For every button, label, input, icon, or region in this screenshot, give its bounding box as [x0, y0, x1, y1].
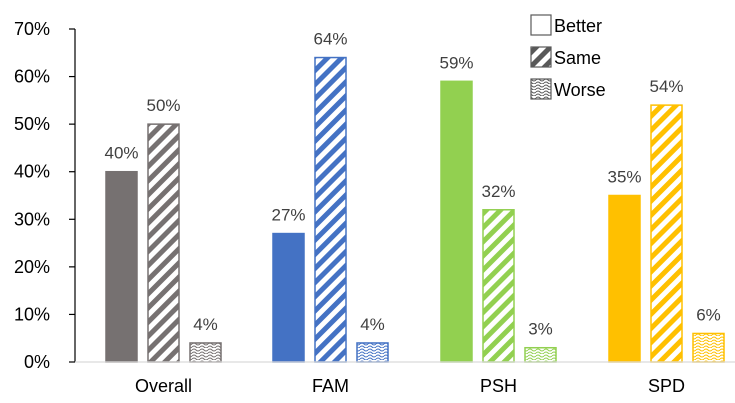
y-tick-label: 70%	[14, 19, 50, 39]
legend-swatch-better	[530, 14, 552, 36]
y-tick-label: 40%	[14, 162, 50, 182]
data-label: 3%	[528, 320, 553, 339]
x-category-label: Overall	[135, 376, 192, 396]
legend-swatch-same	[530, 46, 552, 68]
y-tick-label: 30%	[14, 209, 50, 229]
bar-psh-better	[440, 80, 473, 363]
data-label: 50%	[146, 96, 180, 115]
legend-label-better: Better	[554, 16, 602, 36]
y-tick-label: 10%	[14, 304, 50, 324]
data-label: 59%	[439, 53, 473, 72]
data-label: 27%	[271, 206, 305, 225]
x-category-label: PSH	[480, 376, 517, 396]
bar-fam-better	[272, 232, 305, 363]
bar-psh-worse	[524, 346, 557, 363]
data-label: 54%	[649, 77, 683, 96]
bar-spd-worse	[692, 332, 725, 363]
bars	[105, 56, 725, 363]
data-label: 35%	[607, 168, 641, 187]
data-label: 32%	[481, 182, 515, 201]
data-label: 40%	[104, 144, 138, 163]
data-labels: 40% 50% 4% 27% 64% 4% 59% 32% 3% 35% 54% 6%	[104, 30, 720, 339]
bar-fam-worse	[356, 342, 389, 363]
bar-spd-same	[650, 104, 683, 363]
bar-spd-better	[608, 194, 641, 363]
legend: Better Same Worse	[530, 14, 606, 100]
y-tick-label: 20%	[14, 257, 50, 277]
bar-overall-better	[105, 170, 138, 363]
data-label: 6%	[696, 305, 721, 324]
bar-psh-same	[482, 209, 515, 363]
legend-label-same: Same	[554, 48, 601, 68]
y-axis: 0% 10% 20% 30% 40% 50% 60% 70%	[14, 19, 76, 372]
bar-fam-same	[314, 56, 347, 363]
data-label: 64%	[313, 30, 347, 49]
x-category-label: SPD	[648, 376, 685, 396]
y-tick-label: 50%	[14, 114, 50, 134]
x-category-label: FAM	[312, 376, 349, 396]
legend-swatch-worse	[530, 78, 552, 100]
bar-overall-worse	[189, 342, 222, 363]
bar-overall-same	[147, 123, 180, 363]
y-tick-label: 0%	[24, 352, 50, 372]
data-label: 4%	[360, 315, 385, 334]
y-tick-label: 60%	[14, 67, 50, 87]
x-axis: Overall FAM PSH SPD	[75, 361, 735, 396]
legend-label-worse: Worse	[554, 80, 606, 100]
data-label: 4%	[193, 315, 218, 334]
